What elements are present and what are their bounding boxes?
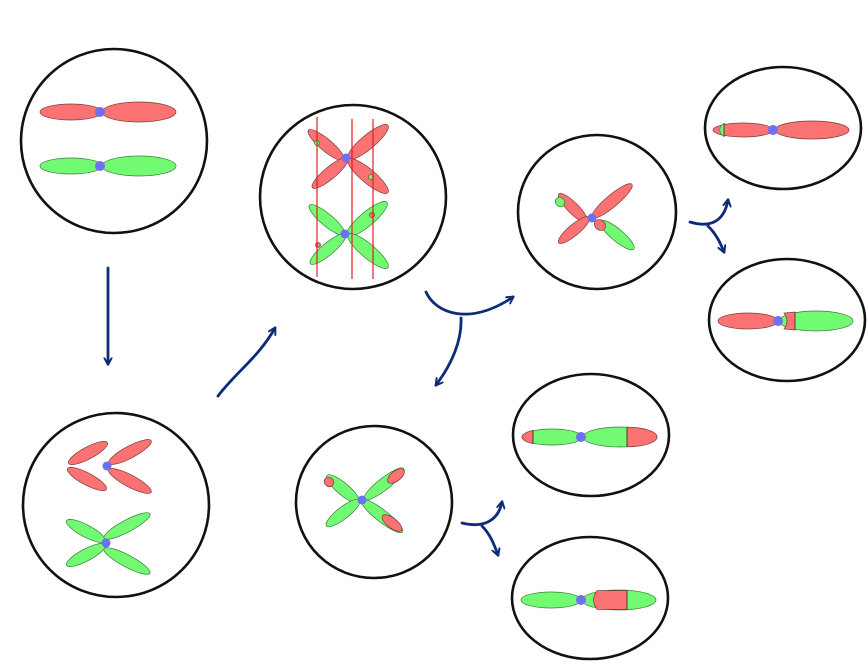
- gamete-2: [707, 257, 867, 383]
- paternal-tetrad-half: [308, 201, 389, 269]
- chromatid-gamete-1: [712, 120, 850, 140]
- replicated-cell: [21, 411, 211, 599]
- process-arrows: [108, 200, 728, 555]
- recombinant-chromosome-upper: [554, 183, 635, 251]
- crossover-cell: [258, 103, 448, 291]
- synapsis-arrow: [216, 328, 277, 398]
- recombinant-chromosome-lower: [323, 467, 405, 534]
- crossover-cut-lines: [316, 117, 374, 279]
- maternal-sister-chromatids: [67, 439, 152, 494]
- paternal-sister-chromatids: [66, 512, 151, 575]
- daughter-cell-lower: [294, 424, 454, 580]
- meiosis-ii-split-arrow-upper: [688, 200, 728, 252]
- gamete-4: [510, 535, 670, 661]
- parent-cell: [19, 47, 209, 235]
- meiosis-i-split-arrow: [424, 290, 513, 385]
- chromatid-gamete-3: [521, 426, 658, 448]
- chromatid-gamete-2: [717, 310, 854, 332]
- meiosis-ii-split-arrow-lower: [460, 502, 502, 555]
- maternal-chromosome: [39, 101, 177, 123]
- daughter-cell-upper: [516, 133, 678, 291]
- gamete-3: [511, 372, 671, 498]
- gamete-1: [703, 65, 863, 191]
- paternal-chromosome: [39, 155, 177, 177]
- chromatid-gamete-4: [520, 589, 657, 611]
- maternal-tetrad-half: [307, 124, 389, 194]
